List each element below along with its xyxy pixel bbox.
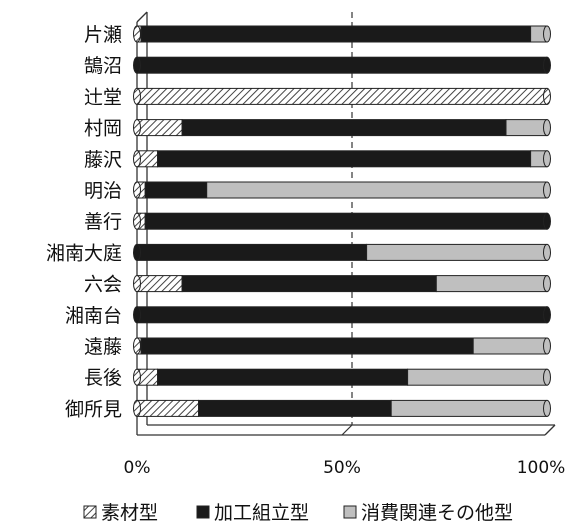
bar-segment-加工組立型-明治 xyxy=(144,181,208,199)
legend-label: 素材型 xyxy=(101,502,158,524)
bar-segment-素材型-辻堂 xyxy=(136,87,548,105)
bar-segment-加工組立型-藤沢 xyxy=(157,150,532,168)
bar-segment-消費関連その他型-明治 xyxy=(206,181,548,199)
bar-segment-加工組立型-湘南大庭 xyxy=(136,243,368,261)
bar-cap-left-村岡 xyxy=(133,119,141,137)
bar-cap-left-遠藤 xyxy=(133,337,141,355)
legend: 素材型 加工組立型 消費関連その他型 xyxy=(83,502,513,524)
legend-label: 加工組立型 xyxy=(214,502,309,524)
category-label: 遠藤 xyxy=(84,336,122,358)
legend-swatch xyxy=(83,505,97,519)
category-label: 長後 xyxy=(84,367,122,389)
bar-cap-right-藤沢 xyxy=(543,150,551,168)
bar-segment-加工組立型-湘南台 xyxy=(136,306,548,324)
bar-cap-right-遠藤 xyxy=(543,337,551,355)
bar-row-3 xyxy=(133,119,551,137)
bar-segment-加工組立型-長後 xyxy=(157,368,409,386)
bar-cap-left-藤沢 xyxy=(133,150,141,168)
bar-cap-right-善行 xyxy=(543,212,551,230)
bar-row-4 xyxy=(133,150,551,168)
legend-swatch xyxy=(343,505,357,519)
bar-cap-left-湘南台 xyxy=(133,306,141,324)
bar-segment-加工組立型-六会 xyxy=(181,275,437,293)
floor-right-edge xyxy=(544,424,556,436)
bar-cap-left-長後 xyxy=(133,368,141,386)
bar-cap-right-辻堂 xyxy=(543,87,551,105)
category-label: 片瀬 xyxy=(84,24,122,46)
bar-segment-加工組立型-鵠沼 xyxy=(136,56,548,74)
bar-segment-加工組立型-遠藤 xyxy=(140,337,474,355)
bar-row-10 xyxy=(133,337,551,355)
bar-segment-消費関連その他型-六会 xyxy=(435,275,548,293)
legend-swatch xyxy=(196,505,210,519)
bar-row-7 xyxy=(133,243,551,261)
category-label: 湘南大庭 xyxy=(46,242,122,264)
bar-segment-素材型-御所見 xyxy=(136,399,199,417)
bar-cap-right-村岡 xyxy=(543,119,551,137)
bar-cap-left-明治 xyxy=(133,181,141,199)
bar-cap-right-片瀬 xyxy=(543,25,551,43)
bar-segment-消費関連その他型-遠藤 xyxy=(472,337,548,355)
bar-segment-消費関連その他型-湘南大庭 xyxy=(366,243,548,261)
bar-segment-消費関連その他型-御所見 xyxy=(390,399,548,417)
category-label: 御所見 xyxy=(65,398,122,420)
legend-label: 消費関連その他型 xyxy=(361,502,513,524)
bar-cap-left-善行 xyxy=(133,212,141,230)
bar-row-9 xyxy=(133,306,551,324)
bar-cap-right-長後 xyxy=(543,368,551,386)
bar-cap-right-湘南台 xyxy=(543,306,551,324)
category-label: 村岡 xyxy=(84,118,122,140)
legend-item-素材型: 素材型 xyxy=(83,502,158,524)
gridline-50-floor xyxy=(341,424,353,436)
bar-cap-left-湘南大庭 xyxy=(133,243,141,261)
category-label: 藤沢 xyxy=(84,149,122,171)
bar-row-11 xyxy=(133,368,551,386)
top-left-edge xyxy=(136,11,148,23)
bar-group xyxy=(133,25,551,417)
bar-cap-left-六会 xyxy=(133,275,141,293)
bar-cap-right-湘南大庭 xyxy=(543,243,551,261)
x-tick-label: 0% xyxy=(124,458,151,478)
bar-segment-素材型-村岡 xyxy=(136,119,183,137)
bar-cap-left-御所見 xyxy=(133,399,141,417)
bar-row-2 xyxy=(133,87,551,105)
category-label: 明治 xyxy=(84,180,122,202)
category-label: 六会 xyxy=(84,274,122,296)
bar-segment-加工組立型-御所見 xyxy=(198,399,392,417)
category-label: 湘南台 xyxy=(65,305,122,327)
x-tick-label: 50% xyxy=(323,458,361,478)
bar-segment-消費関連その他型-長後 xyxy=(407,368,548,386)
bar-row-5 xyxy=(133,181,551,199)
bar-cap-right-鵠沼 xyxy=(543,56,551,74)
bar-segment-加工組立型-片瀬 xyxy=(140,25,532,43)
bar-row-8 xyxy=(133,275,551,293)
bar-cap-right-御所見 xyxy=(543,399,551,417)
bar-segment-消費関連その他型-村岡 xyxy=(505,119,548,137)
bar-cap-left-鵠沼 xyxy=(133,56,141,74)
bar-cap-right-明治 xyxy=(543,181,551,199)
x-tick-labels: 0% 50% 100% xyxy=(124,458,566,478)
legend-item-加工組立型: 加工組立型 xyxy=(196,502,309,524)
bar-segment-素材型-六会 xyxy=(136,275,183,293)
bar-cap-right-六会 xyxy=(543,275,551,293)
bar-cap-left-片瀬 xyxy=(133,25,141,43)
category-label: 鵠沼 xyxy=(84,55,122,77)
bar-segment-加工組立型-善行 xyxy=(144,212,548,230)
bar-segment-加工組立型-村岡 xyxy=(181,119,507,137)
bar-row-1 xyxy=(133,56,551,74)
bar-row-6 xyxy=(133,212,551,230)
bar-row-0 xyxy=(133,25,551,43)
bar-cap-left-辻堂 xyxy=(133,87,141,105)
category-label: 辻堂 xyxy=(84,86,122,108)
category-label: 善行 xyxy=(84,211,122,233)
legend-item-消費関連その他型: 消費関連その他型 xyxy=(343,502,513,524)
bar-row-12 xyxy=(133,399,551,417)
x-tick-label: 100% xyxy=(517,458,566,478)
